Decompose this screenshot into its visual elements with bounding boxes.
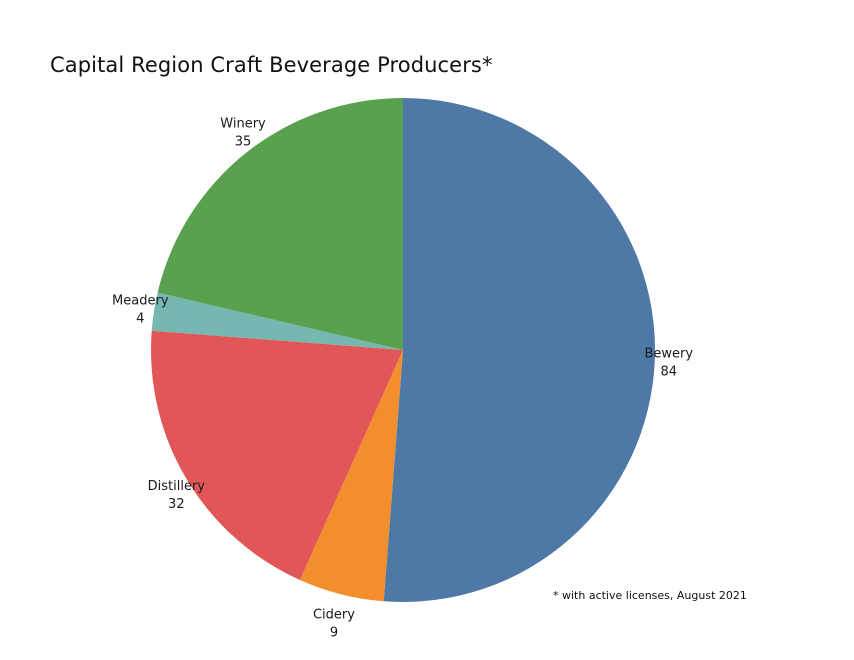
slice-name-distillery: Distillery [148,479,206,494]
pie-slice-cidery [299,350,403,602]
slice-label-cidery: Cidery 9 [313,607,355,640]
pie-slices [151,98,656,602]
slice-name-bewery: Bewery [644,347,693,362]
pie-slice-meadery [151,292,403,350]
pie-slice-distillery [151,330,403,580]
slice-name-cidery: Cidery [313,607,355,622]
pie-slice-winery [157,98,403,350]
slice-label-distillery: Distillery 32 [148,479,206,512]
slice-value-cidery: 9 [330,625,338,640]
pie-slice-bewery [383,98,656,602]
footnote: * with active licenses, August 2021 [553,589,747,602]
chart-title: Capital Region Craft Beverage Producers* [50,53,493,77]
slice-value-meadery: 4 [136,311,144,326]
slice-value-distillery: 32 [168,497,185,512]
slice-labels: Bewery 84 Cidery 9 Distillery 32 Meadery 4 Winer… [112,117,693,641]
slice-name-meadery: Meadery [112,293,169,308]
slice-label-meadery: Meadery 4 [112,293,169,326]
slice-value-winery: 35 [235,135,252,150]
slice-label-bewery: Bewery 84 [644,347,693,380]
slice-value-bewery: 84 [661,365,678,380]
slice-label-winery: Winery 35 [220,117,266,150]
slice-name-winery: Winery [220,117,266,132]
